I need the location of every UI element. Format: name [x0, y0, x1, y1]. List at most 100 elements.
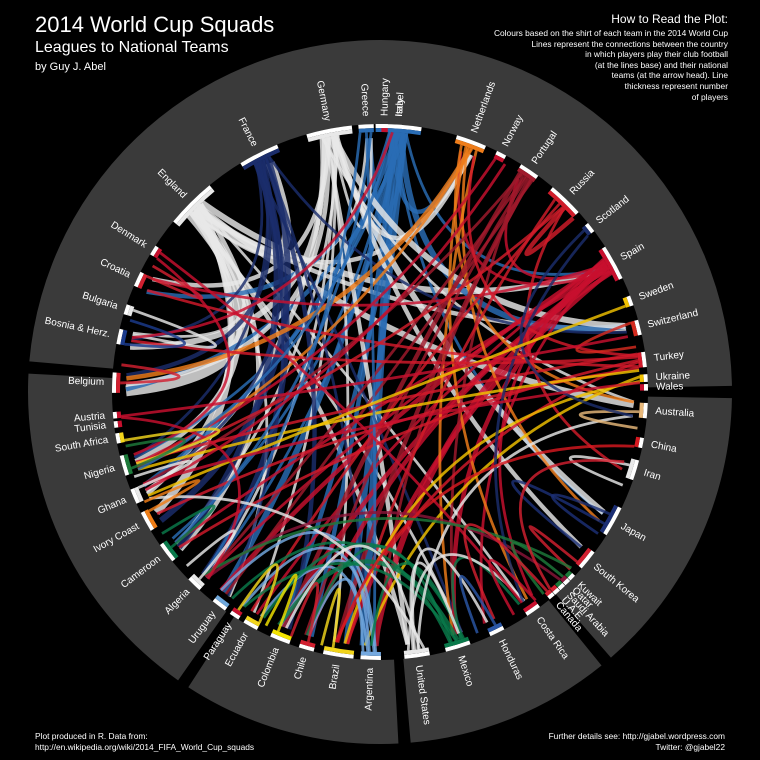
- flow-ribbon: [334, 135, 583, 549]
- region-band-4: [27, 373, 227, 681]
- country-arc-united-states[interactable]: [404, 651, 430, 659]
- country-label-ukraine: Ukraine: [655, 370, 690, 383]
- country-arc-greece[interactable]: [358, 124, 374, 129]
- country-arc-england[interactable]: [173, 185, 213, 225]
- flow-ribbon: [185, 529, 236, 580]
- country-color-arc: [127, 305, 135, 317]
- country-arc-cameroon[interactable]: [159, 542, 176, 562]
- country-arc-colombia[interactable]: [270, 632, 291, 645]
- flow-ribbon: [398, 132, 626, 332]
- country-arc-qatar[interactable]: [562, 578, 571, 586]
- country-arc-bulgaria[interactable]: [123, 304, 131, 316]
- country-arc-honduras[interactable]: [488, 625, 505, 637]
- country-color-arc: [598, 248, 619, 282]
- flow-ribbon: [463, 523, 549, 620]
- country-arc-brazil[interactable]: [322, 649, 354, 659]
- country-color-arc: [116, 372, 121, 393]
- country-label-greece: Greece: [358, 83, 371, 117]
- country-color-arc: [517, 167, 536, 183]
- country-label-iran: Iran: [642, 468, 662, 484]
- country-arc-canada[interactable]: [547, 592, 555, 600]
- country-color-arc: [231, 607, 243, 617]
- flow-ribbon: [459, 574, 497, 634]
- country-arc-paraguay[interactable]: [229, 610, 241, 620]
- country-arc-russia[interactable]: [550, 187, 579, 215]
- page-subtitle: Leagues to National Teams: [35, 39, 229, 56]
- country-arc-kuwait[interactable]: [567, 573, 576, 581]
- country-arc-sweden[interactable]: [626, 295, 634, 307]
- country-arc-ivory-coast[interactable]: [140, 511, 155, 531]
- country-arc-scotland[interactable]: [584, 222, 595, 234]
- region-band-1: [555, 396, 732, 658]
- country-color-arc: [271, 629, 292, 641]
- country-arc-netherlands[interactable]: [455, 135, 487, 150]
- flow-ribbon: [363, 375, 641, 647]
- country-arc-uruguay[interactable]: [212, 598, 228, 611]
- country-arc-bosnia-herz-[interactable]: [116, 328, 124, 345]
- how-to-read-body: Colours based on the shirt of each team …: [458, 28, 728, 102]
- country-color-arc: [559, 575, 568, 583]
- country-arc-ghana[interactable]: [130, 488, 141, 504]
- country-arc-nigeria[interactable]: [119, 454, 130, 476]
- country-arc-germany[interactable]: [306, 125, 353, 139]
- country-color-arc: [637, 352, 643, 368]
- country-arc-switzerland[interactable]: [634, 319, 642, 336]
- country-color-arc: [599, 504, 618, 534]
- flow-ribbon: [519, 229, 634, 418]
- country-arc-china[interactable]: [638, 437, 645, 449]
- flow-ribbon: [135, 352, 638, 464]
- flow-ribbon: [124, 427, 221, 465]
- flow-ribbon: [461, 146, 601, 522]
- flow-ribbon: [510, 541, 564, 595]
- country-arc-turkey[interactable]: [640, 351, 647, 368]
- flow-ribbon: [488, 558, 537, 616]
- flow-ribbon: [133, 459, 193, 489]
- country-arc-belgium[interactable]: [112, 372, 117, 393]
- country-arc-portugal[interactable]: [519, 164, 539, 179]
- country-arc-spain[interactable]: [601, 246, 623, 280]
- country-color-arc: [245, 615, 261, 627]
- country-color-arc: [630, 320, 638, 337]
- country-arc-south-korea[interactable]: [578, 550, 595, 569]
- flow-ribbon: [335, 444, 635, 643]
- country-arc-argentina[interactable]: [360, 655, 381, 660]
- country-arc-chile[interactable]: [298, 643, 315, 652]
- country-arc-croatia[interactable]: [133, 271, 145, 288]
- country-arc-norway[interactable]: [495, 150, 507, 160]
- flow-ribbon: [161, 504, 216, 549]
- country-arc-south-africa[interactable]: [115, 432, 121, 444]
- country-arc-ecuador[interactable]: [243, 619, 259, 631]
- country-arc-japan[interactable]: [603, 506, 622, 536]
- country-color-arc: [134, 486, 144, 503]
- country-arc-austria[interactable]: [112, 411, 118, 419]
- country-arc-france[interactable]: [240, 144, 279, 167]
- flow-ribbon: [143, 160, 284, 487]
- country-arc-mexico[interactable]: [444, 640, 471, 652]
- country-arc-costa-rica[interactable]: [525, 603, 540, 616]
- country-arc-iran[interactable]: [629, 459, 640, 481]
- footer-twitter[interactable]: Twitter: @gjabel22: [655, 742, 726, 752]
- flow-ribbon: [152, 263, 608, 307]
- footer-details-link[interactable]: Further details see: http://gjabel.wordp…: [548, 731, 725, 741]
- footer-source: Plot produced in R. Data from: http://en…: [35, 731, 254, 753]
- country-arc-saudi-arabia[interactable]: [557, 582, 566, 591]
- country-arc-australia[interactable]: [642, 402, 648, 419]
- how-to-read-box: How to Read the Plot: Colours based on t…: [458, 12, 728, 102]
- country-arc-tunisia[interactable]: [113, 420, 119, 428]
- flow-ribbon: [467, 155, 638, 357]
- flow-ribbon: [124, 318, 186, 349]
- country-color-arc: [575, 547, 592, 566]
- country-color-arc: [120, 329, 128, 346]
- country-color-arc: [299, 639, 316, 648]
- country-arc-algeria[interactable]: [188, 576, 203, 591]
- footer-source-link[interactable]: http://en.wikipedia.org/wiki/2014_FIFA_W…: [35, 742, 255, 752]
- flow-ribbon: [227, 161, 285, 597]
- flow-ribbon: [220, 531, 378, 653]
- country-color-arc: [119, 432, 125, 443]
- country-arc-denmark[interactable]: [150, 245, 159, 257]
- region-band-3: [188, 616, 399, 744]
- country-color-arc: [137, 273, 148, 289]
- author-line: by Guy J. Abel: [35, 61, 106, 73]
- country-arc-u-a-e-[interactable]: [552, 587, 561, 595]
- flow-ribbon: [146, 288, 639, 369]
